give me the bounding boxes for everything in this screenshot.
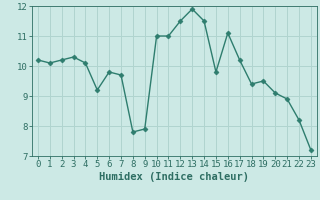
X-axis label: Humidex (Indice chaleur): Humidex (Indice chaleur): [100, 172, 249, 182]
